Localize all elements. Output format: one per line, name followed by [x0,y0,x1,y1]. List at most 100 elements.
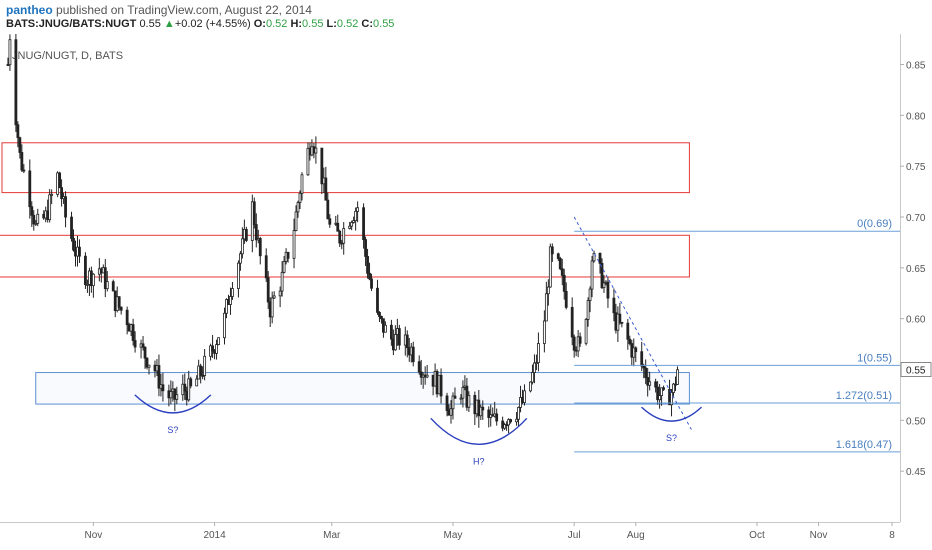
candle-body [264,255,268,279]
candle-body [602,282,606,289]
candle-body [161,384,165,392]
candle-body [425,374,429,378]
x-tick-label: Jul [568,530,581,541]
candle-body [278,290,282,297]
candle-body [658,395,662,401]
candle-body [634,347,638,353]
candle-body [550,246,554,255]
candle-body [576,336,580,352]
candle-body [328,218,332,225]
low-value: 0.52 [336,18,359,30]
candle-body [362,207,365,240]
candle-body [628,338,632,344]
price-change: +0.02 (+4.55%) [174,18,251,30]
candle-body [376,287,379,313]
candle-body [584,319,588,344]
candle-body [572,336,576,351]
candle-body [626,322,630,340]
candle-body [467,394,471,408]
candle-body [133,340,137,348]
candle-body [175,394,179,400]
candle-body [336,222,340,232]
candle-body [588,288,592,302]
x-tick-label: Nov [84,530,102,541]
pattern-label: H? [473,456,485,466]
candle-body [50,193,54,196]
candle-body [84,255,87,285]
candle-body [231,288,234,297]
price-chart[interactable]: JNUG/NUGT, D, BATS 0(0.69) 1(0.55) 1.272(0… [0,34,932,550]
open-label: O: [253,18,266,30]
candle-body [60,187,63,200]
candle-body [16,124,20,139]
y-tick-label: 0.60 [906,315,926,326]
candle-body [78,246,81,257]
candle-body [405,334,409,349]
candle-body [578,336,582,344]
pattern-arc [134,394,212,414]
candle-body [238,253,242,264]
candle-body [36,213,40,224]
candle-body [544,293,548,322]
plot-area [0,34,900,522]
candle-body [195,378,199,387]
candle-body [479,406,483,417]
candle-body [562,274,566,292]
candle-body [389,324,393,340]
last-price-tag-label: 0.55 [906,366,926,377]
candle-body [342,228,346,244]
low-label: L: [326,18,337,30]
chart-header: pantheo published on TradingView.com, Au… [0,0,932,34]
candle-body [252,201,256,225]
published-text: published on TradingView.com, August 22,… [56,3,312,17]
candle-body [449,408,453,416]
author-link[interactable]: pantheo [6,3,53,17]
candle-body [419,371,423,378]
close-value: 0.55 [373,18,395,30]
candle-body [656,386,660,401]
high-label: H: [290,18,303,30]
symbol-label[interactable]: BATS:JNUG/BATS:NUGT [6,18,137,30]
candle-body [119,306,123,311]
pattern-arc [641,406,703,422]
candle-body [240,238,244,255]
chart-title: JNUG/NUGT, D, BATS [12,50,123,62]
candle-body [592,252,596,262]
candle-body [648,381,652,386]
candle-body [517,406,520,420]
candle-body [324,177,328,201]
candle-body [642,365,646,369]
last-price-tag [900,362,932,377]
candle-body [229,296,232,305]
pattern-arc [430,417,528,445]
candle-body [187,378,191,401]
candle-body [397,328,401,346]
candle-body [459,397,463,400]
y-tick-label: 0.45 [906,467,926,478]
candle-body [618,313,622,323]
candle-body [157,365,161,389]
candle-body [86,283,89,286]
candle-body [586,300,590,320]
candle-body [286,251,290,259]
candle-body [300,174,304,194]
candle-body [64,196,67,218]
candle-body [199,365,203,376]
close-label: C: [361,18,374,30]
candle-body [32,214,36,225]
candle-body [173,388,177,400]
pattern-label: S? [167,425,178,435]
candle-body [380,316,383,320]
candle-body [125,309,129,326]
candle-body [143,346,147,359]
candle-body [131,324,135,341]
candle-body [338,230,342,244]
candle-body [296,202,300,213]
x-tick-label: 8 [889,530,895,541]
candle-body [215,344,218,354]
candle-body [34,222,38,225]
downtrend-line [573,216,692,430]
candle-body [672,383,675,393]
candle-body [368,272,371,280]
candle-body [189,378,193,387]
